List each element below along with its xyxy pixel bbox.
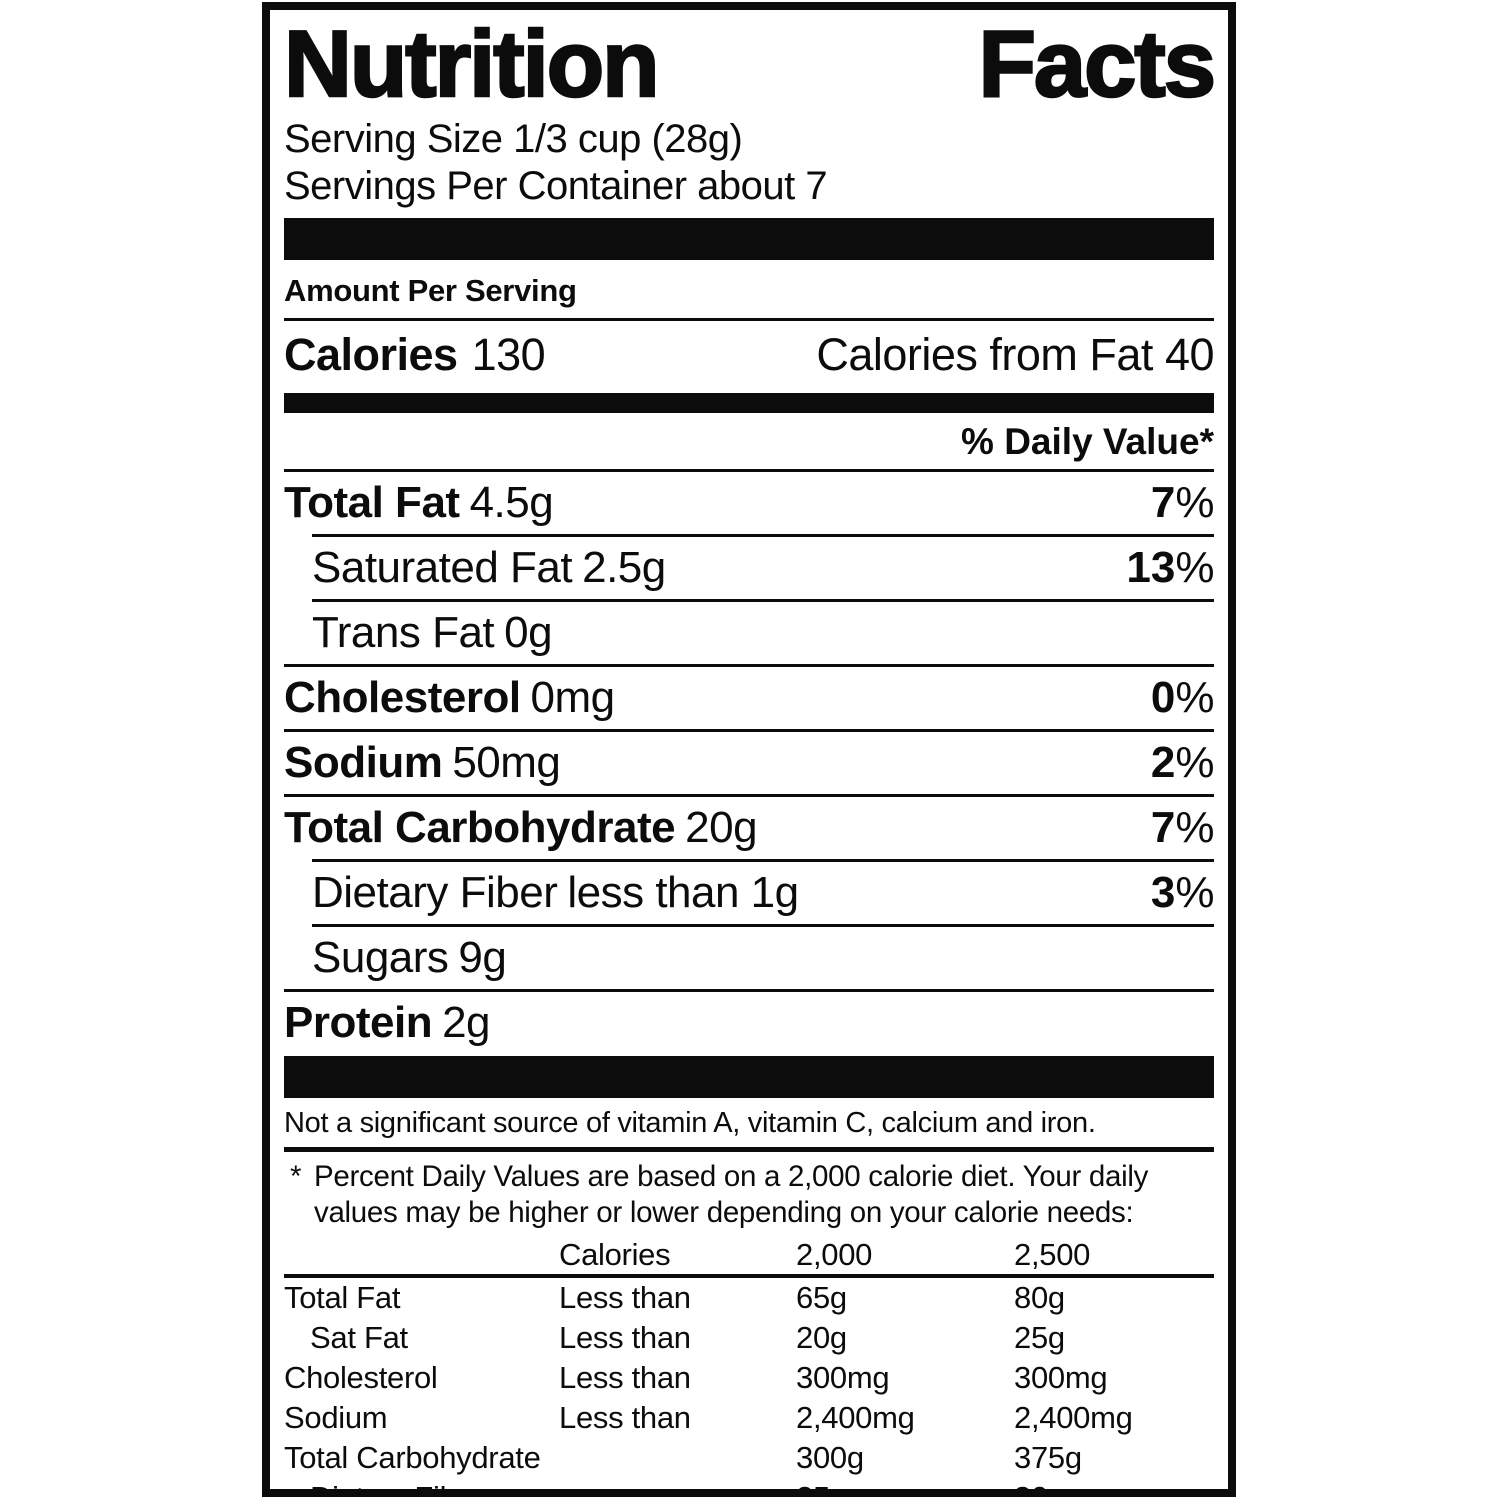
rule-medium	[284, 1147, 1214, 1152]
nutrient-amount: 2g	[442, 998, 491, 1047]
percent-sign: %	[1175, 868, 1214, 917]
dv-table-row-sat-fat: Sat Fat Less than 20g 25g	[310, 1320, 1065, 1355]
nutrient-row-trans-fat: Trans Fat 0g	[284, 602, 1214, 664]
footnote-line-2: values may be higher or lower depending …	[314, 1196, 1134, 1229]
nutrient-row-dietary-fiber: Dietary Fiber less than 1g 3%	[284, 862, 1214, 924]
calories-row: Calories 130 Calories from Fat 40	[284, 321, 1215, 393]
rule-under-table-header	[284, 1274, 1214, 1278]
nutrient-name: Total Carbohydrate	[284, 803, 676, 852]
dv-table-row-dietary-fiber: Dietary Fiber 25g 30g	[284, 1478, 1214, 1489]
daily-values-table: Calories 2,000 2,500 Total Fat Less than…	[284, 1236, 1214, 1489]
rule-under-dv-header	[284, 469, 1214, 472]
nutrient-name: Cholesterol	[284, 673, 521, 722]
nutrient-row-cholesterol: Cholesterol 0mg 0%	[284, 667, 1214, 729]
nutrient-row-saturated-fat: Saturated Fat 2.5g 13%	[284, 537, 1214, 599]
nutrient-dv: 2%	[1150, 738, 1215, 787]
servings-per-container-line: Servings Per Container about 7	[284, 164, 828, 208]
footnote-line-1: Percent Daily Values are based on a 2,00…	[314, 1160, 1149, 1193]
nutrient-name: Sugars	[312, 933, 449, 982]
calories-from-fat-number: 40	[1164, 329, 1215, 380]
separator-bar-thick-bottom	[284, 1056, 1214, 1098]
dv-table-row-cholesterol: Cholesterol Less than 300mg 300mg	[284, 1360, 1108, 1395]
daily-value-header: % Daily Value*	[961, 421, 1214, 462]
calories-value: Calories 130	[284, 329, 546, 381]
separator-bar-thick-top	[284, 218, 1214, 260]
not-significant-note: Not a significant source of vitamin A, v…	[284, 1107, 1096, 1139]
nutrient-name: Total Fat	[284, 478, 460, 527]
nutrient-row-sodium: Sodium 50mg 2%	[284, 732, 1214, 794]
nutrient-name: Protein	[284, 998, 433, 1047]
nutrient-amount: 2.5g	[582, 543, 666, 592]
daily-values-footnote: * Percent Daily Values are based on a 2,…	[284, 1152, 1214, 1236]
nutrient-row-total-fat: Total Fat 4.5g 7%	[284, 472, 1214, 534]
rule-sub	[312, 924, 1214, 927]
nutrient-name: Sodium	[284, 738, 443, 787]
title-word-facts: Facts	[977, 11, 1217, 116]
dv-table-row-total-fat: Total Fat Less than 65g 80g	[284, 1280, 1065, 1315]
dv-table-header: Calories 2,000 2,500	[284, 1236, 1214, 1274]
percent-sign: %	[1175, 543, 1214, 592]
nutrient-row-total-carbohydrate: Total Carbohydrate 20g 7%	[284, 797, 1214, 859]
label-title: Nutrition Facts	[283, 11, 1217, 116]
nutrient-dv: 7%	[1150, 803, 1215, 852]
rule-sub	[312, 859, 1214, 862]
title-word-nutrition: Nutrition	[283, 11, 661, 116]
serving-info: Serving Size 1/3 cup (28g) Servings Per …	[284, 116, 1214, 210]
nutrient-row-protein: Protein 2g	[284, 992, 1214, 1054]
dv-table-header-2000: 2,000	[796, 1237, 873, 1272]
percent-sign: %	[1175, 803, 1214, 852]
dv-table-header-calories: Calories	[559, 1237, 671, 1272]
nutrient-amount: 50mg	[452, 738, 561, 787]
percent-sign: %	[1175, 738, 1214, 787]
rule-full	[284, 794, 1214, 797]
rule-full	[284, 664, 1214, 667]
rule-full	[284, 729, 1214, 732]
nutrient-amount: 20g	[685, 803, 758, 852]
rule-full	[284, 989, 1214, 992]
nutrient-name: Dietary Fiber	[312, 868, 558, 917]
calories-from-fat: Calories from Fat 40	[816, 329, 1214, 381]
nutrient-name: Saturated Fat	[312, 543, 573, 592]
nutrient-amount: 4.5g	[469, 478, 554, 527]
calories-number: 130	[471, 329, 546, 380]
rule-under-amount-per-serving	[284, 318, 1214, 321]
nutrient-name: Trans Fat	[312, 608, 495, 657]
nutrient-dv: 13%	[1126, 543, 1214, 592]
calories-from-fat-label: Calories from Fat	[816, 329, 1153, 380]
nutrient-amount: 0g	[504, 608, 553, 657]
separator-bar-medium	[284, 393, 1214, 413]
nutrient-dv: 7%	[1150, 478, 1215, 527]
nutrient-amount: 9g	[458, 933, 507, 982]
nutrient-dv: 3%	[1150, 868, 1215, 917]
rule-sub	[312, 534, 1214, 537]
dv-table-row-sodium: Sodium Less than 2,400mg 2,400mg	[284, 1400, 1133, 1435]
serving-size-line: Serving Size 1/3 cup (28g)	[284, 117, 743, 161]
dv-table-header-2500: 2,500	[1014, 1237, 1091, 1272]
rule-sub	[312, 599, 1214, 602]
amount-per-serving-heading: Amount Per Serving	[284, 273, 577, 308]
nutrient-amount: less than 1g	[567, 868, 799, 917]
nutrient-amount: 0mg	[530, 673, 616, 722]
nutrient-row-sugars: Sugars 9g	[284, 927, 1214, 989]
calories-label: Calories	[284, 329, 458, 380]
nutrition-facts-label: Nutrition Facts Serving Size 1/3 cup (28…	[262, 2, 1236, 1497]
nutrient-dv: 0%	[1150, 673, 1215, 722]
footnote-asterisk: *	[290, 1160, 302, 1193]
percent-sign: %	[1175, 673, 1214, 722]
dv-table-row-total-carbohydrate: Total Carbohydrate 300g 375g	[284, 1440, 1082, 1475]
percent-sign: %	[1175, 478, 1214, 527]
